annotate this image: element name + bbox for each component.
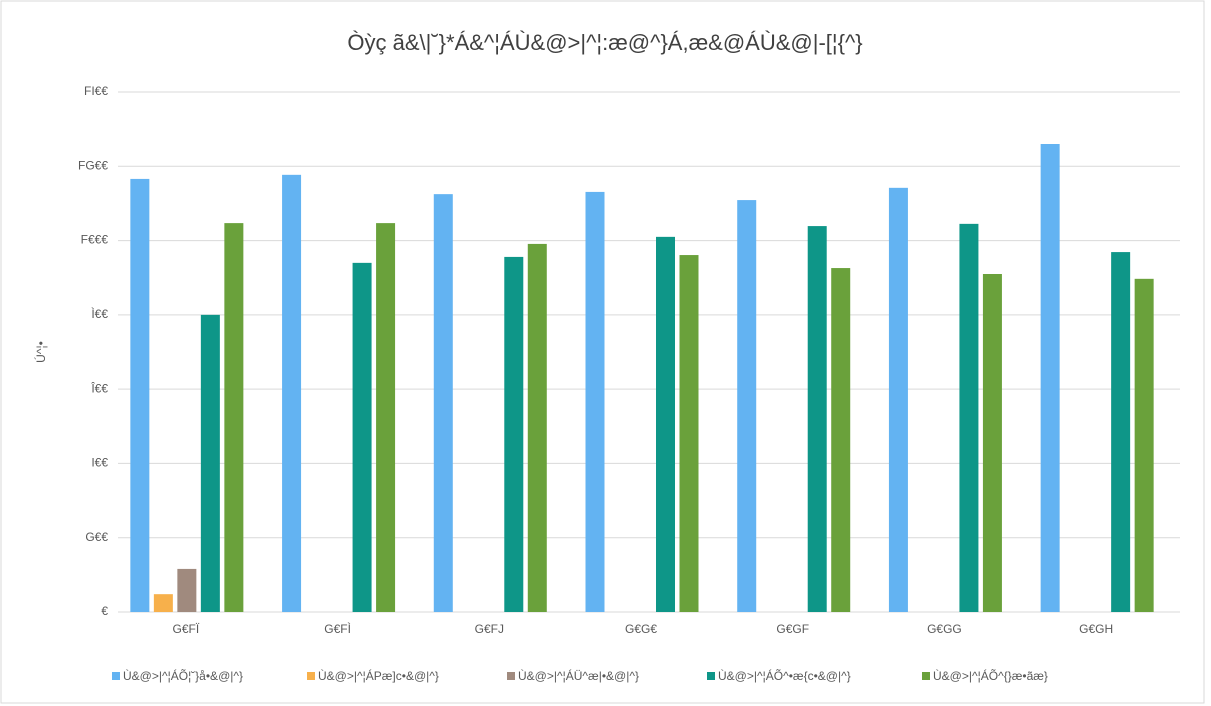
bar — [982, 274, 1002, 612]
y-tick-label: I€€ — [91, 456, 108, 470]
bar — [888, 187, 908, 613]
bar — [527, 243, 547, 612]
y-tick-label: Ì€€ — [91, 306, 108, 321]
legend-swatch — [922, 672, 930, 680]
chart-title: Òỳç ã&\|˘}*Á&^¦ÁÙ&@>|^¦:æ@^}Á,æ&@ÁÙ&@|-[… — [347, 30, 862, 55]
y-tick-label: F€€€ — [81, 233, 109, 247]
y-tick-label: FG€€ — [78, 158, 108, 172]
bar — [831, 268, 851, 612]
x-tick-label: G€GH — [1079, 622, 1113, 636]
legend-swatch — [707, 672, 715, 680]
bar — [1134, 278, 1154, 612]
y-tick-label: G€€ — [85, 530, 108, 544]
legend-swatch — [507, 672, 515, 680]
x-tick-label: G€FJ — [475, 622, 504, 636]
bar — [352, 262, 372, 612]
bar — [737, 200, 757, 613]
bar — [504, 256, 524, 612]
bar — [200, 314, 220, 612]
x-tick-label: G€FÌ — [324, 621, 351, 636]
bar — [1040, 144, 1060, 612]
legend-label: Ù&@>|^¦ÁÜ^æ|•&@|^} — [518, 668, 639, 683]
y-tick-label: Î€€ — [90, 380, 108, 395]
bar — [1111, 252, 1131, 613]
legend-label: Ù&@>|^¦ÁÕ^•æ{c•&@|^} — [718, 668, 851, 683]
bar — [224, 223, 244, 612]
x-tick-label: G€GF — [776, 622, 809, 636]
bar — [153, 594, 173, 612]
y-tick-label: € — [101, 604, 108, 618]
legend-label: Ù&@>|^¦ÁÕ^{}æ•ãæ} — [933, 668, 1048, 683]
bar — [282, 174, 302, 613]
legend-label: Ù&@>|^¦ÁPæ]c•&@|^} — [318, 668, 439, 683]
bar — [376, 223, 396, 612]
bar — [177, 568, 197, 612]
bar — [585, 191, 605, 612]
bar — [433, 194, 453, 612]
legend-swatch — [112, 672, 120, 680]
x-tick-label: G€GG — [927, 622, 962, 636]
y-axis-label: Ú^¦• — [33, 341, 48, 363]
bar — [807, 226, 827, 613]
bar — [679, 255, 699, 613]
legend-label: Ù&@>|^¦ÁÕ¦˘}å•&@|^} — [123, 668, 243, 683]
bar — [130, 178, 150, 612]
bar — [959, 223, 979, 612]
legend-swatch — [307, 672, 315, 680]
x-tick-label: G€FÏ — [173, 622, 200, 636]
y-tick-label: FI€€ — [84, 84, 108, 98]
bar — [656, 236, 675, 612]
x-tick-label: G€G€ — [625, 622, 657, 636]
